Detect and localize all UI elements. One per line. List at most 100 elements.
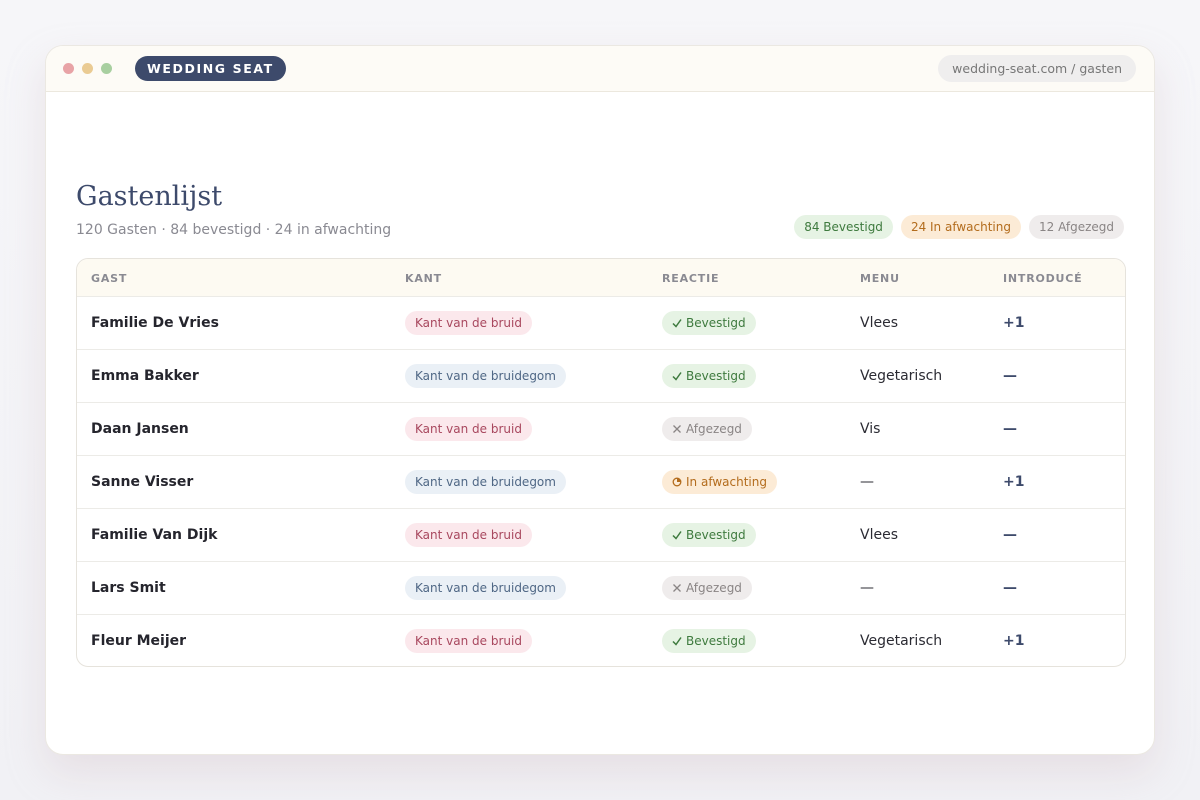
table-header: GAST KANT REACTIE MENU INTRODUCÉ xyxy=(77,259,1125,297)
plus-one: — xyxy=(1003,421,1017,437)
summary-badge[interactable]: 84 Bevestigd xyxy=(794,215,893,239)
url-bar[interactable]: wedding-seat.com / gasten xyxy=(938,55,1136,82)
guest-row[interactable]: Familie De Vries Kant van de bruid Bevesti… xyxy=(77,296,1125,349)
status-icon xyxy=(672,424,682,434)
plus-one: — xyxy=(1003,580,1017,596)
menu-choice: Vlees xyxy=(860,315,898,331)
summary-badge[interactable]: 24 In afwachting xyxy=(900,215,1021,239)
summary-badge[interactable]: 12 Afgezegd xyxy=(1028,215,1124,239)
cell: — xyxy=(1003,403,1017,455)
menu-choice: Vis xyxy=(860,421,881,437)
guest-row[interactable]: Fleur Meijer Kant van de bruid Bevestigd Ve… xyxy=(77,614,1125,666)
guest-row[interactable]: Daan Jansen Kant van de bruid Afgezegd Vis — xyxy=(77,402,1125,455)
browser-window: WEDDING SEAT wedding-seat.com / gasten G… xyxy=(45,45,1155,755)
plus-one: — xyxy=(1003,527,1017,543)
guest-name: Familie Van Dijk xyxy=(91,527,218,543)
cell: — xyxy=(1003,562,1017,614)
plus-one: +1 xyxy=(1003,474,1025,490)
cell: Vlees xyxy=(860,509,898,561)
cell: +1 xyxy=(1003,297,1024,349)
status-text: Bevestigd xyxy=(686,316,746,330)
cell: Afgezegd xyxy=(662,403,752,455)
status-tag: Afgezegd xyxy=(662,417,752,441)
cell: Sanne Visser xyxy=(91,456,193,508)
menu-choice: Vegetarisch xyxy=(860,368,943,384)
cell: Bevestigd xyxy=(662,509,756,561)
cell: Daan Jansen xyxy=(91,403,189,455)
menu-choice: — xyxy=(860,580,874,596)
page-title: Gastenlijst xyxy=(76,181,223,212)
cell: Vegetarisch xyxy=(860,350,942,402)
guest-name: Emma Bakker xyxy=(91,368,199,384)
status-tag: Bevestigd xyxy=(662,311,756,335)
status-icon xyxy=(672,477,682,487)
window-dot[interactable] xyxy=(63,63,74,74)
status-tag: Bevestigd xyxy=(662,629,756,653)
cell: Familie Van Dijk xyxy=(91,509,217,561)
side-tag: Kant van de bruidegom xyxy=(405,364,566,388)
cell: — xyxy=(860,456,874,508)
guest-name: Sanne Visser xyxy=(91,474,194,490)
side-tag: Kant van de bruid xyxy=(405,417,532,441)
status-text: Bevestigd xyxy=(686,369,746,383)
window-dot[interactable] xyxy=(101,63,112,74)
cell: Familie De Vries xyxy=(91,297,219,349)
cell: Lars Smit xyxy=(91,562,166,614)
side-tag: Kant van de bruidegom xyxy=(405,576,566,600)
cell: — xyxy=(1003,350,1017,402)
cell: Kant van de bruid xyxy=(405,615,532,666)
cell: Bevestigd xyxy=(662,350,756,402)
title-bar: WEDDING SEAT wedding-seat.com / gasten xyxy=(46,46,1154,92)
menu-choice: Vegetarisch xyxy=(860,633,943,649)
guest-row[interactable]: Sanne Visser Kant van de bruidegom In afwa… xyxy=(77,455,1125,508)
column-header: MENU xyxy=(860,271,900,285)
guest-name: Fleur Meijer xyxy=(91,633,187,649)
status-tag: In afwachting xyxy=(662,470,777,494)
window-dot[interactable] xyxy=(82,63,93,74)
side-tag: Kant van de bruid xyxy=(405,523,532,547)
cell: +1 xyxy=(1003,456,1024,508)
guest-row[interactable]: Emma Bakker Kant van de bruidegom Bevestig… xyxy=(77,349,1125,402)
summary-badges: 84 Bevestigd 24 In afwachting 12 Afgezegd xyxy=(794,215,1124,239)
column-header: KANT xyxy=(405,271,442,285)
cell: Afgezegd xyxy=(662,562,752,614)
status-tag: Bevestigd xyxy=(662,364,756,388)
cell: Kant van de bruidegom xyxy=(405,456,566,508)
status-text: Afgezegd xyxy=(686,422,742,436)
page-subtitle: 120 Gasten · 84 bevestigd · 24 in afwach… xyxy=(76,222,392,238)
status-icon xyxy=(672,583,682,593)
cell: Vlees xyxy=(860,297,898,349)
status-text: Bevestigd xyxy=(686,634,746,648)
status-text: Afgezegd xyxy=(686,581,742,595)
status-icon xyxy=(672,636,682,646)
guest-name: Familie De Vries xyxy=(91,315,219,331)
cell: In afwachting xyxy=(662,456,777,508)
cell: Kant van de bruidegom xyxy=(405,350,566,402)
side-tag: Kant van de bruidegom xyxy=(405,470,566,494)
status-text: In afwachting xyxy=(686,475,767,489)
side-tag: Kant van de bruid xyxy=(405,629,532,653)
column-header: REACTIE xyxy=(662,271,720,285)
column-header: INTRODUCÉ xyxy=(1003,271,1083,285)
status-text: Bevestigd xyxy=(686,528,746,542)
plus-one: +1 xyxy=(1003,315,1025,331)
cell: Kant van de bruid xyxy=(405,403,532,455)
menu-choice: Vlees xyxy=(860,527,898,543)
status-tag: Afgezegd xyxy=(662,576,752,600)
status-icon xyxy=(672,371,682,381)
menu-choice: — xyxy=(860,474,874,490)
cell: Fleur Meijer xyxy=(91,615,187,666)
plus-one: — xyxy=(1003,368,1017,384)
cell: Emma Bakker xyxy=(91,350,199,402)
cell: Bevestigd xyxy=(662,615,756,666)
status-icon xyxy=(672,318,682,328)
cell: Vis xyxy=(860,403,880,455)
guest-row[interactable]: Familie Van Dijk Kant van de bruid Bevesti… xyxy=(77,508,1125,561)
cell: — xyxy=(1003,509,1017,561)
guest-row[interactable]: Lars Smit Kant van de bruidegom Afgezegd — — xyxy=(77,561,1125,614)
guest-name: Lars Smit xyxy=(91,580,166,596)
brand: WEDDING SEAT xyxy=(135,56,286,81)
cell: Vegetarisch xyxy=(860,615,943,666)
